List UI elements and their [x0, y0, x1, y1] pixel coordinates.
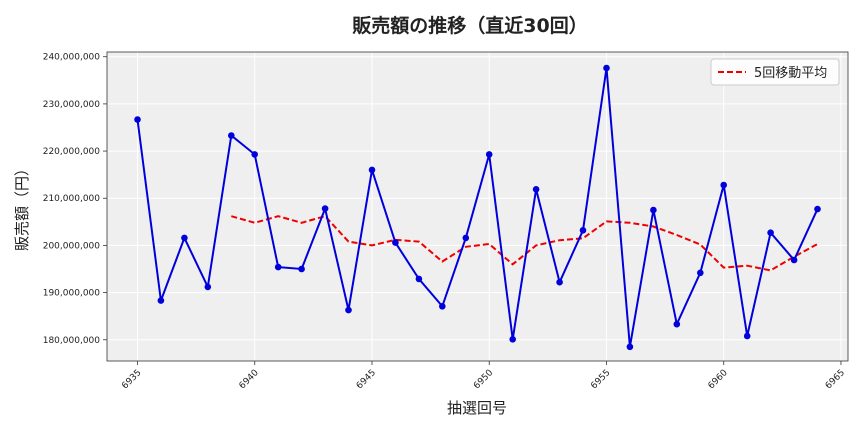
sales-point — [532, 186, 540, 193]
y-tick-label: 200,000,000 — [43, 241, 101, 251]
sales-point — [157, 297, 165, 304]
sales-point — [134, 116, 141, 123]
plot-area — [107, 52, 848, 361]
sales-point — [321, 205, 329, 212]
y-tick-label: 180,000,000 — [43, 336, 101, 346]
legend-box — [710, 58, 840, 86]
sales-point — [509, 336, 516, 343]
x-tick-label: 6940 — [238, 368, 261, 391]
sales-point — [485, 151, 493, 158]
plot-frame — [106, 51, 849, 362]
x-tick-label: 6935 — [120, 368, 143, 391]
sales-line — [136, 67, 819, 347]
y-tick-label: 190,000,000 — [43, 289, 101, 299]
sales-point — [650, 206, 657, 214]
legend: 5回移動平均 — [710, 58, 840, 86]
sales-point — [274, 263, 282, 271]
sales-point — [814, 205, 821, 213]
sales-point — [368, 166, 376, 174]
x-tick-label: 6950 — [472, 368, 495, 391]
sales-point — [345, 306, 352, 314]
grid — [107, 52, 848, 361]
sales-point — [626, 343, 634, 351]
sales-point — [228, 132, 235, 139]
x-tick-label: 6960 — [707, 368, 730, 391]
y-tick-label: 230,000,000 — [43, 100, 101, 110]
x-tick-label: 6955 — [589, 368, 612, 391]
sales-point — [697, 269, 704, 277]
legend-label-moving-average: 5回移動平均 — [754, 66, 827, 81]
sales-point — [556, 278, 563, 286]
sales-point — [603, 64, 610, 72]
sales-point — [743, 332, 751, 340]
x-axis: 6935 6940 6945 6950 6955 6960 6965 — [120, 361, 847, 391]
y-tick-label: 220,000,000 — [43, 147, 101, 157]
y-axis-label: 販売額（円） — [13, 161, 31, 251]
sales-point — [298, 265, 305, 273]
x-tick-label: 6965 — [824, 368, 847, 391]
sales-point — [181, 234, 188, 242]
sales-point — [790, 256, 798, 264]
sales-point — [673, 320, 681, 328]
moving-average-line — [231, 215, 818, 272]
sales-point — [415, 275, 423, 283]
chart-title: 販売額の推移（直近30回） — [352, 14, 587, 37]
series-layer — [134, 64, 821, 351]
sales-point — [720, 181, 727, 189]
sales-point — [251, 151, 258, 158]
x-axis-label: 抽選回号 — [447, 399, 507, 417]
sales-point — [392, 239, 399, 246]
x-tick-label: 6945 — [355, 368, 378, 391]
y-axis: 180,000,000 190,000,000 200,000,000 210,000… — [43, 53, 107, 346]
sales-point — [579, 227, 587, 234]
y-tick-label: 240,000,000 — [43, 53, 101, 63]
sales-point — [204, 283, 212, 291]
sales-point — [767, 229, 774, 236]
sales-point — [462, 234, 470, 242]
sales-point — [439, 303, 446, 310]
y-tick-label: 210,000,000 — [43, 194, 101, 204]
